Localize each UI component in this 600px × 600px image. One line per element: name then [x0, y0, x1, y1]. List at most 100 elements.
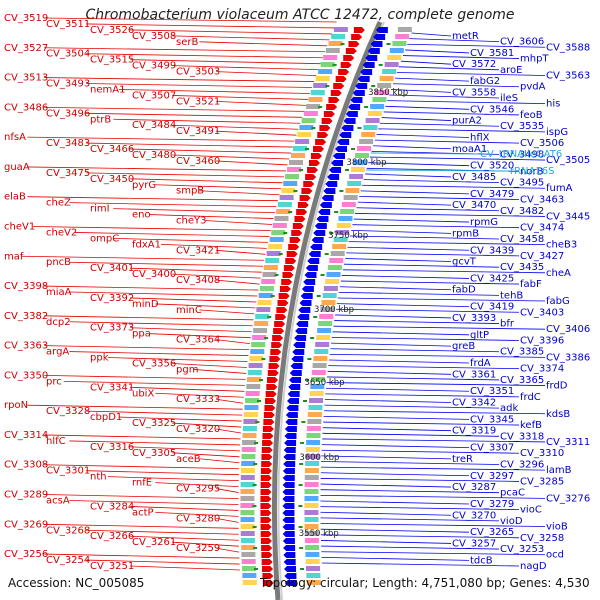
gene-label-left: CV_3254 — [46, 555, 90, 566]
label-connector — [44, 106, 305, 112]
gene-label-right: vioB — [546, 522, 568, 533]
label-connector — [326, 382, 546, 386]
forward-gene-arrow — [278, 293, 290, 299]
gene-label-right: greB — [452, 341, 475, 352]
reverse-gene-arrow — [284, 580, 297, 586]
reverse-gene-arrow — [341, 125, 354, 131]
gene-label-right: CV_3374 — [520, 364, 564, 375]
reverse-gene-arrow — [283, 447, 296, 453]
gene-label-left: CV_3450 — [90, 174, 134, 185]
label-connector — [322, 427, 452, 432]
reverse-gene-arrow — [319, 202, 332, 208]
cog-category-block — [304, 468, 319, 473]
gene-label-right: ocd — [546, 550, 564, 561]
tick-mark — [325, 85, 330, 87]
rna-connector — [365, 169, 509, 172]
gene-label-left: rpoN — [4, 400, 28, 411]
cog-category-block — [341, 202, 356, 207]
tick-mark — [301, 421, 306, 423]
forward-gene-arrow — [260, 510, 272, 516]
forward-gene-arrow — [260, 531, 272, 537]
label-connector — [349, 235, 500, 240]
cog-category-block — [240, 482, 255, 487]
label-connector — [323, 410, 546, 415]
label-connector — [172, 363, 247, 368]
label-connector — [331, 342, 452, 347]
tick-mark — [320, 274, 325, 276]
cog-category-block — [357, 146, 372, 151]
gene-label-right: CV_3435 — [500, 262, 544, 273]
cog-category-block — [271, 230, 286, 235]
label-connector — [322, 438, 546, 443]
label-connector — [44, 464, 240, 470]
cog-category-block — [323, 55, 338, 60]
forward-gene-arrow — [275, 314, 287, 320]
label-connector — [44, 47, 326, 53]
gene-label-right: CV_3563 — [546, 70, 590, 81]
tick-mark — [316, 295, 321, 297]
forward-gene-arrow — [305, 174, 317, 180]
gene-label-right: CV_3296 — [500, 460, 544, 471]
label-connector — [21, 255, 265, 261]
tick-mark — [339, 190, 344, 192]
forward-gene-arrow — [260, 517, 272, 523]
gene-label-right: adk — [500, 403, 518, 414]
tick-mark — [340, 43, 345, 45]
gene-label-left: CV_3421 — [176, 245, 220, 256]
label-connector — [216, 249, 266, 255]
cog-category-block — [304, 482, 319, 487]
cog-category-block — [340, 209, 355, 214]
forward-gene-arrow — [277, 300, 289, 306]
gene-label-right: CV_3393 — [452, 313, 496, 324]
cog-category-block — [317, 328, 332, 333]
cog-category-block — [243, 419, 258, 424]
gene-label-left: CV_3341 — [90, 382, 134, 393]
label-connector — [348, 241, 546, 246]
cog-category-block — [240, 524, 255, 529]
gene-label-right: fabD — [452, 285, 476, 296]
cog-category-block — [355, 153, 370, 158]
label-connector — [333, 325, 546, 330]
reverse-gene-arrow — [375, 27, 388, 33]
label-connector — [405, 49, 470, 54]
gene-label-left: fdxA1 — [132, 239, 161, 250]
label-connector — [376, 134, 470, 138]
cog-category-block — [248, 363, 263, 368]
label-connector — [44, 553, 240, 559]
gene-label-right: CV_3606 — [500, 37, 544, 48]
label-connector — [392, 83, 520, 88]
reverse-gene-arrow — [285, 419, 298, 425]
gene-label-left: CV_3460 — [176, 156, 220, 167]
label-connector — [155, 482, 239, 488]
tick-mark — [386, 43, 391, 45]
cog-category-block — [313, 356, 328, 361]
cog-category-block — [306, 433, 321, 438]
cog-category-block — [333, 237, 348, 242]
label-connector — [341, 275, 470, 279]
gene-label-left: hlfC — [46, 436, 66, 447]
cog-category-block — [240, 468, 255, 473]
gene-label-right: CV_3479 — [470, 189, 514, 200]
tick-mark — [298, 505, 303, 507]
gene-label-right: CV_3307 — [470, 443, 514, 454]
reverse-gene-arrow — [310, 244, 323, 250]
cog-category-block — [303, 111, 318, 116]
cog-category-block — [241, 552, 256, 557]
forward-gene-arrow — [353, 27, 365, 33]
forward-gene-arrow — [263, 412, 275, 418]
label-connector — [360, 190, 470, 195]
gene-label-left: CV_3259 — [176, 543, 220, 554]
reverse-gene-arrow — [282, 538, 295, 544]
cog-category-block — [259, 286, 274, 291]
label-connector — [396, 72, 546, 76]
label-connector — [344, 263, 500, 268]
gene-label-left: CV_3408 — [176, 275, 220, 286]
backbone-arc — [271, 20, 383, 600]
cog-category-block — [387, 55, 402, 60]
reverse-gene-arrow — [294, 335, 307, 341]
label-connector — [352, 224, 520, 229]
gene-label-right: CV_3386 — [546, 352, 590, 363]
forward-gene-arrow — [311, 153, 323, 159]
tick-mark — [299, 463, 304, 465]
cog-category-block — [367, 111, 382, 116]
